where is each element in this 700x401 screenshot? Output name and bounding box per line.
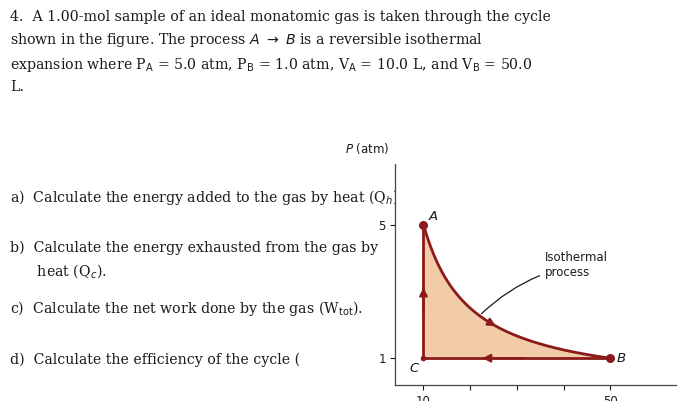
Text: d)  Calculate the efficiency of the cycle (: d) Calculate the efficiency of the cycle… (10, 353, 300, 367)
Text: $C$: $C$ (409, 362, 420, 375)
Text: b)  Calculate the energy exhausted from the gas by
      heat (Q$_c$).: b) Calculate the energy exhausted from t… (10, 241, 379, 280)
Text: Isothermal
process: Isothermal process (482, 251, 608, 314)
Text: a)  Calculate the energy added to the gas by heat (Q$_h$).: a) Calculate the energy added to the gas… (10, 188, 403, 207)
Polygon shape (424, 225, 610, 358)
Text: $B$: $B$ (616, 352, 626, 365)
Text: $A$: $A$ (428, 210, 439, 223)
Text: c)  Calculate the net work done by the gas (W$_{\mathrm{tot}}$).: c) Calculate the net work done by the ga… (10, 299, 364, 318)
Text: $P$ (atm): $P$ (atm) (345, 141, 389, 156)
Text: 4.  A 1.00-mol sample of an ideal monatomic gas is taken through the cycle
shown: 4. A 1.00-mol sample of an ideal monatom… (10, 10, 552, 94)
